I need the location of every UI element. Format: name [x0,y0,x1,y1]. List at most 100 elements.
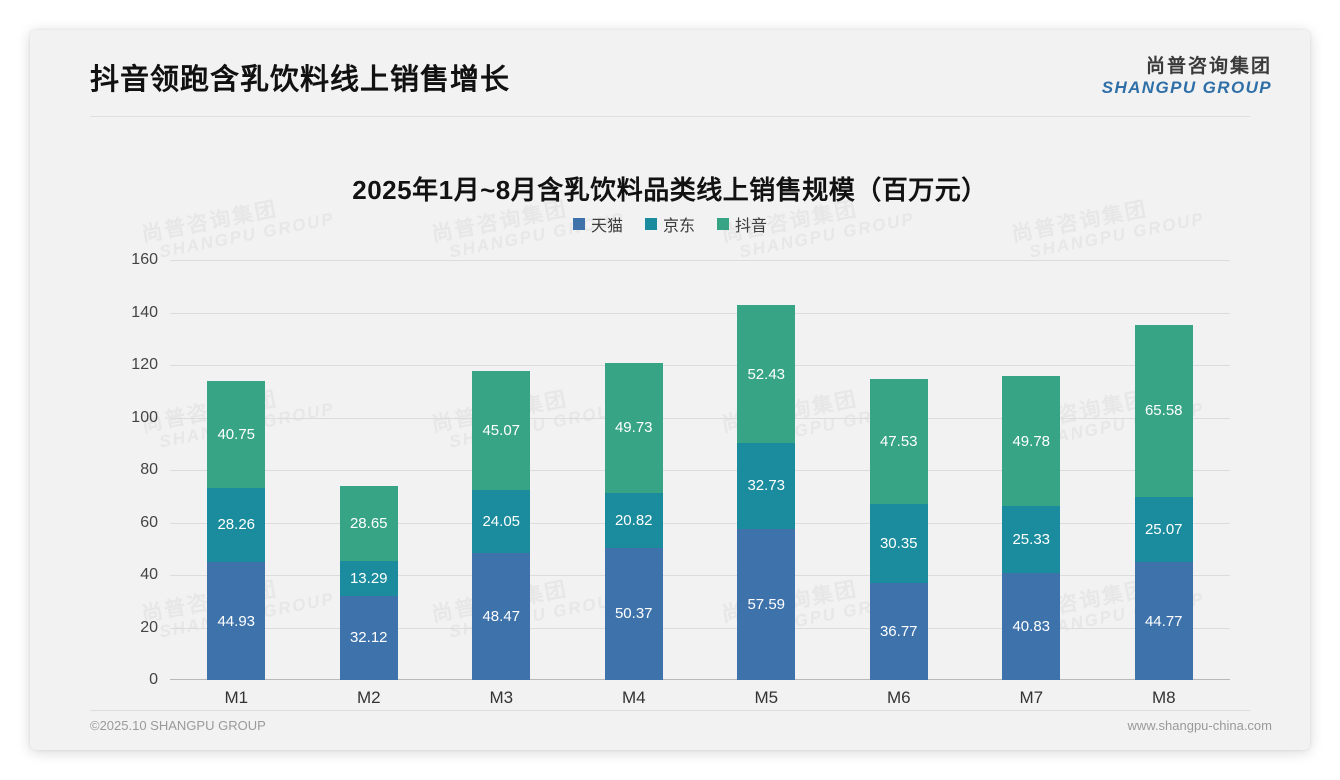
bar-segment-抖音-M3[interactable]: 45.07 [472,371,531,490]
bar-segment-天猫-M1[interactable]: 44.93 [207,562,266,680]
y-axis-tick-label: 120 [131,356,158,373]
footer-copyright: ©2025.10 SHANGPU GROUP [90,718,266,733]
bar-segment-京东-M1[interactable]: 28.26 [207,487,266,563]
x-axis-label-M2: M2 [356,688,381,707]
bar-group-M4[interactable]: 49.73 20.82 50.37 [571,260,696,680]
bar-value-label: 24.05 [482,512,521,530]
x-axis-label-M3: M3 [489,688,514,707]
bar-segment-抖音-M7[interactable]: 49.78 [1002,375,1061,507]
chart-axes: 0 20 40 60 80 100 120 140 160 [131,251,1230,688]
bar-group-M1[interactable]: 40.75 28.26 44.93 [174,260,299,680]
bar-segment-京东-M4[interactable]: 20.82 [604,493,663,548]
bar-segment-抖音-M4[interactable]: 49.73 [604,362,663,494]
x-axis-label-M6: M6 [886,688,911,707]
x-axis-line [170,679,1230,680]
y-axis-tick-label: 160 [131,251,158,268]
legend-swatch-icon [644,218,657,230]
legend-label: 京东 [662,218,695,235]
bar-value-label: 44.77 [1144,612,1183,630]
bar-value-label: 57.59 [747,595,786,613]
y-axis-tick-label: 80 [140,461,158,478]
brand-name-en: SHANGPU GROUP [1101,78,1272,98]
bar-segment-抖音-M8[interactable]: 65.58 [1134,324,1193,497]
bar-value-label: 48.47 [482,607,521,625]
bar-group-M7[interactable]: 49.78 25.33 40.83 [969,260,1094,680]
bar-stack: 28.65 13.29 32.12 [339,485,398,680]
x-axis-label-M1: M1 [224,688,249,707]
chart-plot-area: 尚普咨询集团 SHANGPU GROUP 尚普咨询集团 SHANGPU GROUP 尚普… [30,198,1310,707]
chart-legend: 天猫 京东 抖音 [30,212,1310,236]
bar-group-M5[interactable]: 52.43 32.73 57.59 [704,260,829,680]
gridline [170,312,1230,314]
brand-logo: 尚普咨询集团 SHANGPU GROUP [1102,56,1272,98]
bar-group-M2[interactable]: 28.65 13.29 32.12 [306,260,431,680]
bar-segment-抖音-M1[interactable]: 40.75 [207,380,266,488]
bar-stack: 49.78 25.33 40.83 [1002,375,1061,680]
bar-group-M3[interactable]: 45.07 24.05 48.47 [439,260,564,680]
slide-header: 抖音领跑含乳饮料线上销售增长 尚普咨询集团 SHANGPU GROUP [30,30,1310,120]
bar-group-M8[interactable]: 65.58 25.07 44.77 [1101,260,1226,680]
bar-segment-京东-M3[interactable]: 24.05 [472,489,531,553]
bar-stack: 40.75 28.26 44.93 [207,380,266,680]
bar-value-label: 32.12 [349,629,388,647]
legend-entry-天猫[interactable]: 天猫 [572,212,623,236]
gridline [170,260,1230,261]
legend-swatch-icon [717,218,729,230]
bar-stack: 47.53 30.35 36.77 [869,379,928,680]
bar-segment-京东-M2[interactable]: 13.29 [339,560,398,596]
bar-stack: 52.43 32.73 57.59 [737,305,796,680]
chart-title: 2025年1月~8月含乳饮料品类线上销售规模（百万元） [352,175,988,205]
legend-entry-京东[interactable]: 京东 [644,212,695,236]
bar-segment-天猫-M8[interactable]: 44.77 [1134,562,1193,680]
bar-value-label: 44.93 [217,612,256,630]
bar-value-label: 20.82 [614,511,653,529]
bar-value-label: 28.26 [217,516,256,534]
bar-segment-天猫-M6[interactable]: 36.77 [869,583,928,680]
bar-value-label: 45.07 [482,422,521,439]
bar-stack: 65.58 25.07 44.77 [1134,324,1193,680]
bar-segment-京东-M7[interactable]: 25.33 [1002,506,1061,573]
bar-value-label: 49.73 [614,419,653,437]
bar-segment-天猫-M3[interactable]: 48.47 [472,552,531,680]
gridline [170,522,1230,524]
bar-series-layer: 40.75 28.26 44.93 28.65 13.29 32.12 45.07 24.05… [170,260,1230,680]
gridline [170,365,1230,366]
bar-segment-天猫-M7[interactable]: 40.83 [1002,572,1061,680]
legend-label: 天猫 [590,218,623,235]
bar-segment-抖音-M5[interactable]: 52.43 [737,305,796,443]
x-axis-label-M7: M7 [1019,688,1044,707]
x-axis-label-M5: M5 [754,688,779,707]
x-axis-label-M8: M8 [1151,688,1176,707]
bar-value-label: 40.75 [217,425,256,443]
bar-segment-京东-M6[interactable]: 30.35 [869,503,928,584]
legend-entry-抖音[interactable]: 抖音 [717,212,767,236]
bar-group-M6[interactable]: 47.53 30.35 36.77 [836,260,961,680]
bar-segment-京东-M8[interactable]: 25.07 [1134,496,1193,563]
bar-value-label: 65.58 [1144,402,1183,420]
bar-segment-京东-M5[interactable]: 32.73 [737,442,796,529]
bar-segment-抖音-M6[interactable]: 47.53 [869,379,928,504]
bar-value-label: 47.53 [879,432,918,450]
bar-value-label: 28.65 [349,514,388,532]
gridline [170,575,1230,576]
page-title: 抖音领跑含乳饮料线上销售增长 [90,64,511,96]
bar-value-label: 25.33 [1012,531,1051,549]
bar-segment-天猫-M4[interactable]: 50.37 [604,547,663,680]
bar-segment-抖音-M2[interactable]: 28.65 [339,485,398,561]
x-axis-labels: M1 M2 M3 M4 M5 M6 M7 M8 [170,688,1230,708]
bar-stack: 45.07 24.05 48.47 [472,371,531,680]
bar-segment-天猫-M2[interactable]: 32.12 [339,595,398,680]
bar-value-label: 32.73 [747,477,786,495]
bar-value-label: 13.29 [349,569,388,587]
y-axis-tick-label: 140 [131,303,158,321]
slide: 抖音领跑含乳饮料线上销售增长 尚普咨询集团 SHANGPU GROUP 2025… [30,30,1310,750]
legend-label: 抖音 [735,218,768,235]
footer-website: www.shangpu-china.com [1127,718,1272,733]
bar-stack: 49.73 20.82 50.37 [604,362,663,680]
bar-value-label: 52.43 [747,365,786,383]
header-divider [90,116,1250,117]
bar-value-label: 50.37 [614,605,653,623]
brand-name-cn: 尚普咨询集团 [1145,56,1272,77]
legend-swatch-icon [572,218,585,230]
bar-segment-天猫-M5[interactable]: 57.59 [737,528,796,680]
